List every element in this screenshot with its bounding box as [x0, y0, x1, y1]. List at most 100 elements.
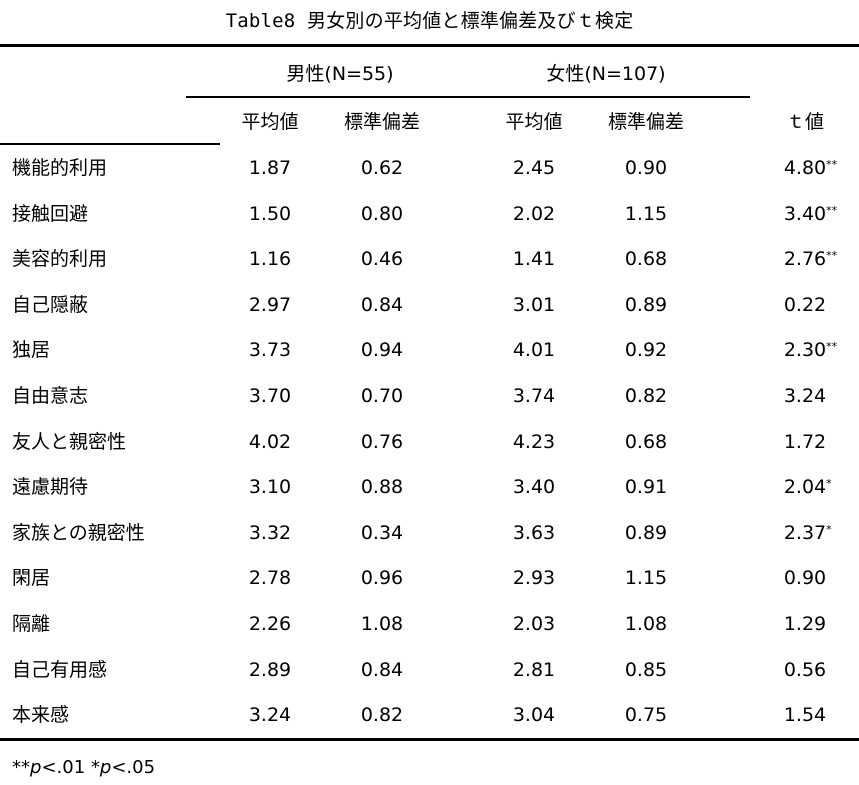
- cell-male-sd: 0.82: [360, 704, 404, 726]
- t-value-wrap: 3.40 **: [783, 203, 838, 225]
- col-header-female-sd: 標準偏差: [607, 111, 684, 133]
- row-label: 友人と親密性: [12, 431, 127, 453]
- cell-male-sd: 0.94: [360, 339, 404, 361]
- cell-female-sd: 1.15: [624, 567, 668, 589]
- row-label: 隔離: [12, 613, 51, 635]
- t-value-number: 2.30: [783, 339, 827, 361]
- cell-t-value: 0.56: [745, 658, 859, 682]
- cell-female-mean: 2.03: [512, 613, 556, 635]
- row-label: 機能的利用: [12, 157, 108, 179]
- cell-female-mean: 3.04: [512, 704, 556, 726]
- cell-t-value: 2.30 **: [745, 338, 859, 362]
- cell-t-value: 0.90: [745, 566, 859, 590]
- cell-male-mean: 2.78: [248, 567, 292, 589]
- cell-female-mean: 3.01: [512, 294, 556, 316]
- bottom-rule: [0, 738, 859, 741]
- note-p-1: p: [30, 757, 42, 778]
- cell-female-mean: 3.40: [512, 476, 556, 498]
- col-header-t: ｔ値: [785, 111, 824, 133]
- cell-male-sd: 0.70: [360, 385, 404, 407]
- t-value-number: 2.04: [783, 476, 827, 498]
- cell-female-mean: 2.02: [512, 203, 556, 225]
- row-label: 閑居: [12, 567, 51, 589]
- t-value-number: 1.72: [783, 431, 827, 453]
- t-value-number: 0.90: [783, 567, 827, 589]
- t-value-number: 1.29: [783, 613, 827, 635]
- row-label: 自己隠蔽: [12, 294, 89, 316]
- col-header-female-mean: 平均値: [505, 111, 563, 133]
- t-value-number: 2.76: [783, 248, 827, 270]
- row-label: 本来感: [12, 704, 70, 726]
- group-header-female: 女性(N=107): [546, 63, 666, 85]
- t-value-wrap: 1.72: [784, 430, 826, 454]
- t-value-wrap: 2.30 **: [783, 339, 838, 361]
- cell-male-mean: 2.97: [248, 294, 292, 316]
- row-label: 自己有用感: [12, 659, 108, 681]
- cell-female-sd: 0.68: [624, 431, 668, 453]
- cell-female-mean: 2.45: [512, 157, 556, 179]
- note-threshold-2: <.05: [111, 757, 156, 778]
- cell-female-sd: 1.15: [624, 203, 668, 225]
- cell-female-mean: 3.74: [512, 385, 556, 407]
- cell-t-value: 0.22: [745, 293, 859, 317]
- cell-male-sd: 0.34: [360, 522, 404, 544]
- t-value-wrap: 1.29: [784, 612, 826, 636]
- t-value-number: 2.37: [783, 522, 827, 544]
- top-rule: [0, 44, 859, 47]
- cell-female-mean: 3.63: [512, 522, 556, 544]
- cell-male-sd: 0.46: [360, 248, 404, 270]
- cell-female-sd: 0.92: [624, 339, 668, 361]
- t-value-number: 0.56: [783, 659, 827, 681]
- note-stars-1: **: [12, 757, 30, 778]
- row-label: 家族との親密性: [12, 522, 145, 544]
- t-value-wrap: 2.76 **: [783, 248, 838, 270]
- cell-t-value: 4.80 **: [745, 156, 859, 180]
- cell-female-sd: 0.82: [624, 385, 668, 407]
- t-value-number: 1.54: [783, 704, 827, 726]
- cell-female-sd: 0.91: [624, 476, 668, 498]
- cell-female-sd: 0.89: [624, 522, 668, 544]
- note-p-2: p: [99, 757, 112, 778]
- row-label: 独居: [12, 339, 51, 361]
- t-value-wrap: 2.04 *: [783, 476, 832, 498]
- cell-male-sd: 0.84: [360, 659, 404, 681]
- t-value-wrap: 1.54: [784, 703, 826, 727]
- cell-male-sd: 0.88: [360, 476, 404, 498]
- col-header-male-mean: 平均値: [241, 111, 299, 133]
- cell-female-mean: 2.81: [512, 659, 556, 681]
- cell-female-mean: 1.41: [512, 248, 556, 270]
- significance-note: **p<.01 *p<.05: [12, 757, 155, 779]
- t-value-number: 3.24: [783, 385, 827, 407]
- t-value-wrap: 4.80 **: [783, 157, 838, 179]
- cell-female-mean: 4.23: [512, 431, 556, 453]
- group-underline: [186, 96, 750, 98]
- cell-male-sd: 0.96: [360, 567, 404, 589]
- col-header-male-sd: 標準偏差: [343, 111, 420, 133]
- table-caption: Table8 男女別の平均値と標準偏差及びｔ検定: [225, 10, 634, 32]
- cell-t-value: 2.04 *: [745, 475, 859, 499]
- cell-male-sd: 0.62: [360, 157, 404, 179]
- t-value-wrap: 0.90: [784, 566, 826, 590]
- t-value-number: 4.80: [783, 157, 827, 179]
- cell-male-mean: 1.16: [248, 248, 292, 270]
- row-label: 遠慮期待: [12, 476, 89, 498]
- row-label: 自由意志: [12, 385, 89, 407]
- cell-female-sd: 0.68: [624, 248, 668, 270]
- header-rule-left: [0, 143, 220, 145]
- cell-male-mean: 3.24: [248, 704, 292, 726]
- cell-t-value: 2.37 *: [745, 521, 859, 545]
- t-value-number: 0.22: [783, 294, 827, 316]
- cell-female-mean: 4.01: [512, 339, 556, 361]
- cell-male-sd: 0.84: [360, 294, 404, 316]
- cell-female-sd: 0.85: [624, 659, 668, 681]
- t-value-wrap: 0.22: [784, 293, 826, 317]
- row-label: 接触回避: [12, 203, 89, 225]
- note-threshold-1: <.01 *: [41, 757, 100, 778]
- cell-male-sd: 1.08: [360, 613, 404, 635]
- cell-female-sd: 0.89: [624, 294, 668, 316]
- cell-female-sd: 0.75: [624, 704, 668, 726]
- cell-male-mean: 2.26: [248, 613, 292, 635]
- cell-male-mean: 3.73: [248, 339, 292, 361]
- cell-male-mean: 1.50: [248, 203, 292, 225]
- cell-male-mean: 2.89: [248, 659, 292, 681]
